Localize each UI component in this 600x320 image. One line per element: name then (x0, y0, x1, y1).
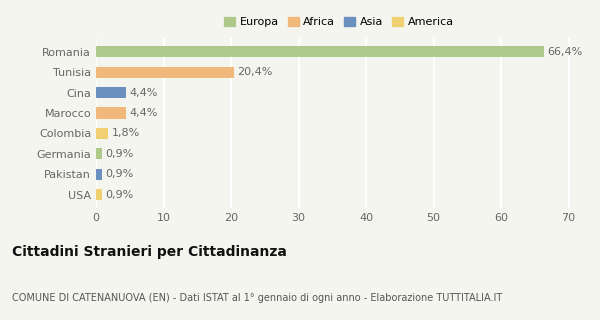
Text: 0,9%: 0,9% (106, 190, 134, 200)
Bar (96, 46, 544, 57)
Text: 4,4%: 4,4% (129, 108, 157, 118)
Text: 0,9%: 0,9% (106, 149, 134, 159)
Text: 0,9%: 0,9% (106, 169, 134, 179)
Text: 4,4%: 4,4% (129, 88, 157, 98)
Bar (96, 128, 108, 139)
Text: 1,8%: 1,8% (112, 128, 140, 139)
Bar (96, 67, 234, 78)
Text: 20,4%: 20,4% (237, 67, 272, 77)
Text: COMUNE DI CATENANUOVA (EN) - Dati ISTAT al 1° gennaio di ogni anno - Elaborazion: COMUNE DI CATENANUOVA (EN) - Dati ISTAT … (12, 293, 502, 303)
Bar (96, 87, 126, 98)
Bar (96, 148, 102, 159)
Bar (96, 108, 126, 119)
Bar (96, 169, 102, 180)
Bar (96, 189, 102, 200)
Text: 66,4%: 66,4% (548, 47, 583, 57)
Text: Cittadini Stranieri per Cittadinanza: Cittadini Stranieri per Cittadinanza (12, 245, 287, 259)
Legend: Europa, Africa, Asia, America: Europa, Africa, Asia, America (222, 15, 456, 29)
